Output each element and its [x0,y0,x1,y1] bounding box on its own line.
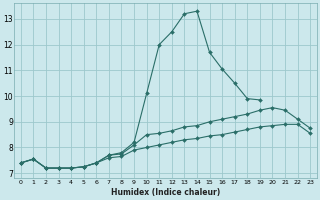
X-axis label: Humidex (Indice chaleur): Humidex (Indice chaleur) [111,188,220,197]
